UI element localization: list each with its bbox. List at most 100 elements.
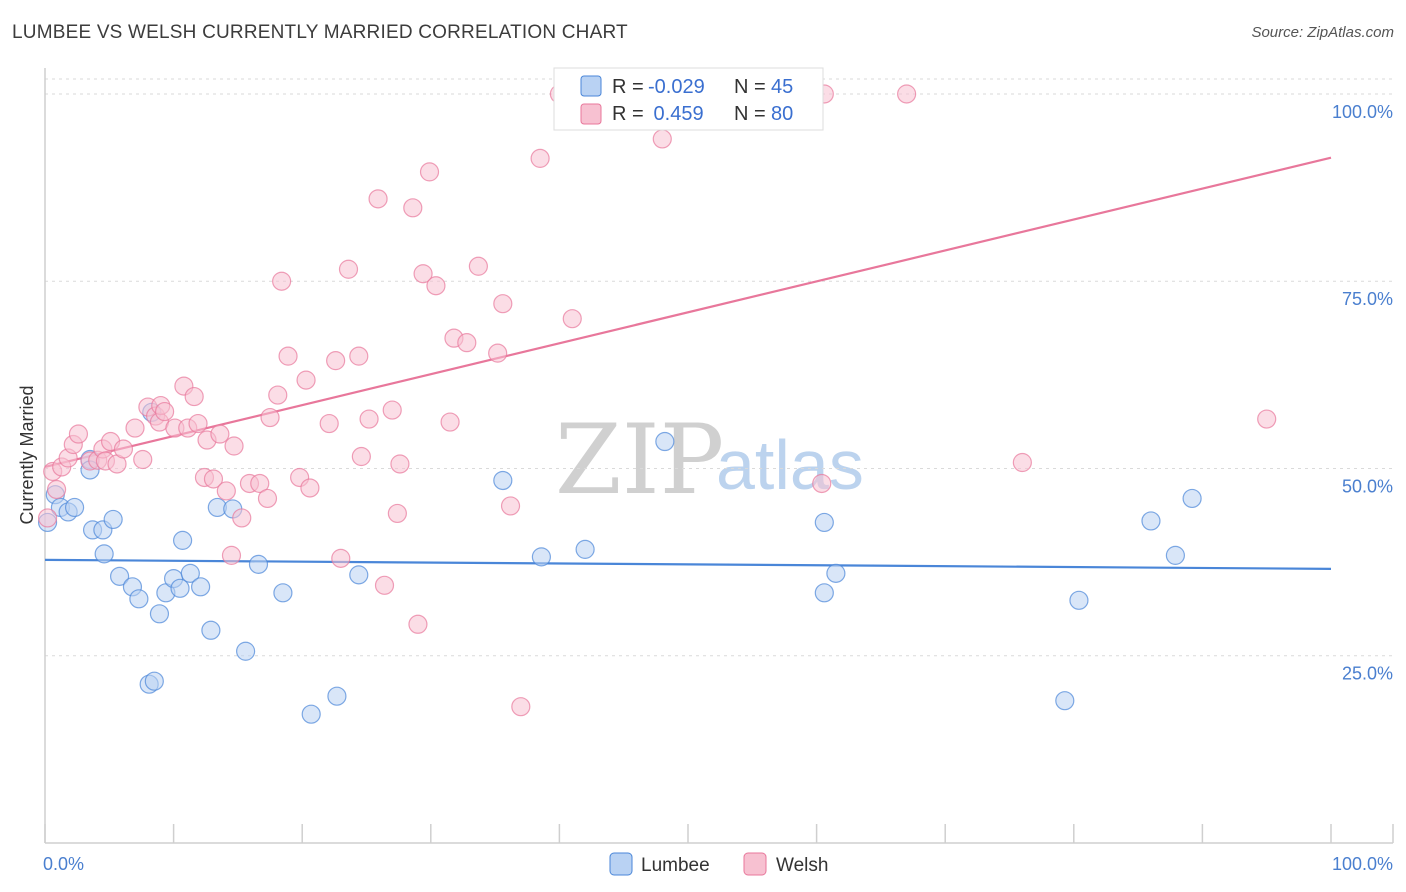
legend-r-value-welsh: 0.459 — [648, 103, 704, 125]
point-lumbee-34 — [531, 547, 551, 567]
point-lumbee-29 — [273, 583, 293, 603]
point-lumbee-36 — [655, 431, 675, 452]
point-welsh-55 — [390, 454, 410, 474]
point-welsh-54 — [387, 503, 407, 524]
legend-r-value-lumbee: -0.029 — [648, 76, 705, 98]
point-welsh-48 — [349, 346, 369, 366]
point-welsh-79 — [1257, 409, 1277, 429]
point-lumbee-11 — [109, 566, 130, 586]
legend-n-value-lumbee: 45 — [771, 76, 793, 98]
point-lumbee-35 — [575, 539, 595, 559]
legend-n-value-welsh: 80 — [771, 103, 793, 125]
point-welsh-25 — [188, 413, 208, 434]
point-welsh-78 — [1012, 452, 1032, 473]
point-welsh-52 — [374, 575, 395, 595]
point-lumbee-22 — [180, 563, 200, 583]
legend-n-label-lumbee: N = — [734, 76, 766, 98]
point-lumbee-38 — [814, 583, 834, 603]
point-lumbee-9 — [94, 544, 114, 564]
point-welsh-6 — [68, 424, 89, 444]
point-lumbee-42 — [1141, 511, 1161, 531]
legend-r-label-welsh: R = — [612, 103, 644, 125]
point-welsh-35 — [250, 473, 270, 494]
point-lumbee-24 — [201, 620, 221, 640]
point-welsh-39 — [272, 271, 292, 291]
point-welsh-73 — [652, 129, 672, 149]
point-welsh-49 — [351, 446, 371, 467]
watermark-zip: ZIP — [555, 404, 724, 516]
point-welsh-2 — [46, 479, 67, 500]
point-welsh-20 — [154, 401, 175, 422]
point-lumbee-30 — [301, 704, 321, 724]
y-tick-label-50: 50.0% — [1342, 476, 1393, 496]
trend-line-welsh — [44, 156, 1332, 469]
point-welsh-43 — [300, 478, 320, 498]
point-welsh-71 — [562, 309, 582, 329]
legend-swatch-welsh — [580, 103, 602, 125]
legend-r-label-lumbee: R = — [612, 76, 644, 98]
y-tick-label-100: 100.0% — [1332, 102, 1393, 122]
point-welsh-58 — [413, 264, 433, 284]
correlation-legend: R = -0.029 N = 45 R = 0.459 N = 80 — [553, 67, 824, 131]
point-welsh-51 — [368, 189, 388, 209]
point-welsh-40 — [278, 346, 298, 366]
point-welsh-30 — [216, 481, 236, 501]
x-tick-label-max: 100.0% — [1332, 854, 1393, 874]
point-welsh-38 — [268, 385, 288, 405]
point-lumbee-33 — [493, 470, 513, 491]
point-welsh-14 — [125, 418, 145, 438]
point-welsh-68 — [511, 697, 531, 717]
point-welsh-65 — [488, 343, 508, 363]
point-welsh-67 — [500, 496, 521, 516]
point-lumbee-31 — [327, 686, 347, 706]
point-lumbee-43 — [1165, 545, 1185, 565]
watermark-atlas: atlas — [716, 426, 864, 504]
point-welsh-59 — [419, 162, 440, 182]
point-welsh-0 — [37, 508, 58, 528]
point-welsh-32 — [224, 436, 244, 456]
point-lumbee-20 — [170, 578, 190, 598]
point-lumbee-17 — [149, 604, 170, 624]
point-lumbee-27 — [236, 641, 256, 661]
point-welsh-24 — [184, 386, 204, 407]
point-welsh-69 — [530, 148, 550, 168]
point-lumbee-40 — [1055, 691, 1075, 711]
chart-title: LUMBEE VS WELSH CURRENTLY MARRIED CORREL… — [12, 22, 628, 43]
point-welsh-57 — [408, 614, 428, 634]
source-credit: Source: ZipAtlas.com — [1251, 24, 1394, 41]
point-lumbee-4 — [64, 497, 85, 518]
point-welsh-33 — [232, 508, 252, 528]
point-welsh-47 — [338, 259, 359, 279]
point-welsh-13 — [113, 439, 134, 459]
y-tick-label-75: 75.0% — [1342, 289, 1393, 309]
point-welsh-50 — [359, 409, 379, 429]
bottom-legend-label-welsh: Welsh — [776, 855, 828, 876]
x-tick-label-min: 0.0% — [43, 854, 84, 874]
point-welsh-63 — [457, 333, 477, 353]
point-welsh-31 — [221, 545, 242, 565]
point-welsh-61 — [440, 412, 460, 432]
point-lumbee-10 — [103, 509, 123, 530]
point-lumbee-21 — [173, 530, 193, 550]
point-lumbee-41 — [1069, 590, 1089, 610]
point-welsh-28 — [203, 469, 224, 489]
bottom-legend-swatch-lumbee — [609, 852, 633, 876]
point-lumbee-39 — [826, 563, 846, 583]
point-welsh-36 — [257, 488, 278, 509]
point-welsh-37 — [260, 407, 280, 428]
point-welsh-64 — [468, 256, 488, 276]
point-welsh-42 — [296, 370, 316, 390]
point-welsh-76 — [812, 473, 832, 494]
axes — [44, 68, 1394, 844]
y-tick-labels: 25.0% 50.0% 75.0% 100.0% — [1332, 102, 1393, 684]
y-axis-title: Currently Married — [17, 385, 37, 524]
point-lumbee-32 — [349, 565, 369, 585]
data-points — [37, 84, 1277, 724]
point-welsh-77 — [897, 84, 917, 104]
bottom-legend-swatch-welsh — [743, 852, 767, 876]
point-lumbee-16 — [144, 671, 164, 691]
bottom-legend-label-lumbee: Lumbee — [641, 855, 710, 876]
point-lumbee-37 — [814, 512, 834, 533]
point-welsh-29 — [210, 424, 230, 444]
